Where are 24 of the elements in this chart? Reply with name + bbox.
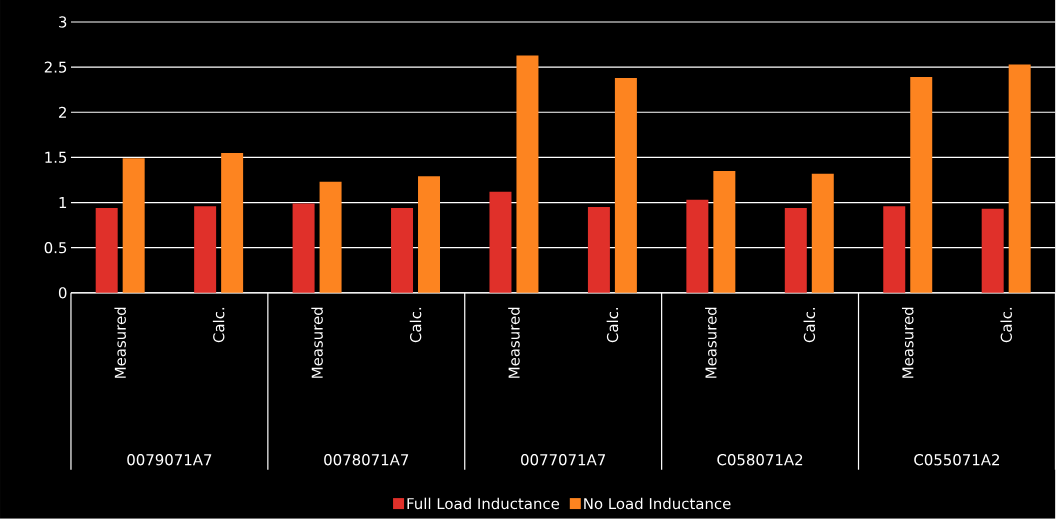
- x-tick-label: Measured: [508, 307, 520, 378]
- y-tick-label: 2.5: [44, 61, 67, 73]
- y-tick-label: 3: [59, 16, 67, 28]
- legend-label: Full Load Inductance: [407, 497, 560, 510]
- y-tick-label: 1.5: [45, 152, 67, 164]
- text: C058071A2: [717, 454, 803, 466]
- y-tick-label: 2: [59, 106, 66, 118]
- text: 0078071A7: [324, 454, 409, 466]
- text: 0077071A7: [521, 454, 605, 466]
- x-tick-label: Measured: [705, 307, 717, 378]
- y-tick-label: 0: [58, 287, 67, 299]
- x-tick-label: Calc.: [803, 308, 816, 343]
- x-tick-label: Measured: [311, 307, 323, 378]
- x-tick-label: Calc.: [409, 308, 422, 343]
- y-tick-label: 0.5: [44, 242, 67, 254]
- x-tick-label: Calc.: [606, 308, 619, 343]
- text: C055071A2: [914, 454, 1000, 466]
- x-tick-label: Measured: [114, 307, 126, 378]
- x-tick-label: Measured: [901, 307, 914, 378]
- legend-label: No Load Inductance: [584, 497, 731, 510]
- x-tick-label: Calc.: [1000, 308, 1012, 343]
- y-tick-label: 1: [59, 197, 67, 209]
- text: 0079071A7: [127, 454, 212, 466]
- x-tick-label: Calc.: [212, 308, 225, 343]
